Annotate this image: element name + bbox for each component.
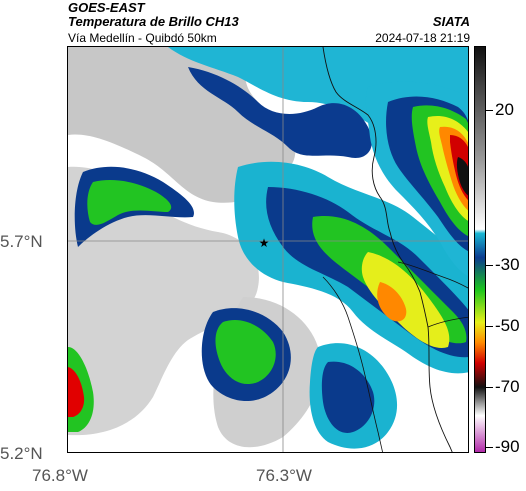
satellite-map: ★ [67, 46, 469, 453]
longitude-label-right: 76.3°W [256, 466, 312, 485]
region-subtitle: Vía Medellín - Quibdó 50km [68, 31, 217, 45]
colorbar-label--90: -90 [495, 437, 520, 456]
star-marker: ★ [259, 236, 270, 250]
satellite-title: GOES-EAST [68, 0, 145, 15]
blue-band-north [188, 67, 372, 158]
colorbar-label--50: -50 [495, 316, 520, 335]
boundary-line-southeast [427, 316, 468, 328]
boundary-line-main [322, 47, 453, 452]
satellite-map-svg: ★ [68, 47, 468, 452]
colorbar-tick--50 [486, 326, 493, 327]
colorbar-tick--70 [486, 387, 493, 388]
colorbar-label-20: 20 [495, 100, 514, 119]
boundary-line-east [397, 261, 468, 289]
timestamp-label: 2024-07-18 21:19 [375, 31, 470, 45]
colorbar-label--30: -30 [495, 255, 520, 274]
cyan-cloud-north [168, 47, 468, 170]
colorbar-tick--90 [486, 447, 493, 448]
gray-cloud-west [68, 166, 259, 436]
brand-label: SIATA [432, 14, 470, 29]
latitude-label-lower: 5.2°N [0, 444, 43, 463]
gray-cloud-north [68, 47, 296, 203]
green-cell-west [87, 180, 172, 225]
red-cell-southwest [68, 367, 85, 417]
latitude-label-upper: 5.7°N [0, 232, 43, 251]
longitude-label-left: 76.8°W [32, 466, 88, 485]
green-cell-south [215, 319, 276, 385]
temperature-colorbar [474, 46, 486, 453]
black-core-east [456, 157, 468, 196]
blue-band-southeast [321, 361, 375, 433]
colorbar-tick-20 [486, 110, 493, 111]
boundary-line-secondary [322, 276, 383, 452]
colorbar-label--70: -70 [495, 377, 520, 396]
colorbar-tick--30 [486, 265, 493, 266]
orange-cell-central [377, 282, 407, 322]
colorbar-gradient [475, 47, 485, 452]
product-title: Temperatura de Brillo CH13 [68, 14, 239, 29]
